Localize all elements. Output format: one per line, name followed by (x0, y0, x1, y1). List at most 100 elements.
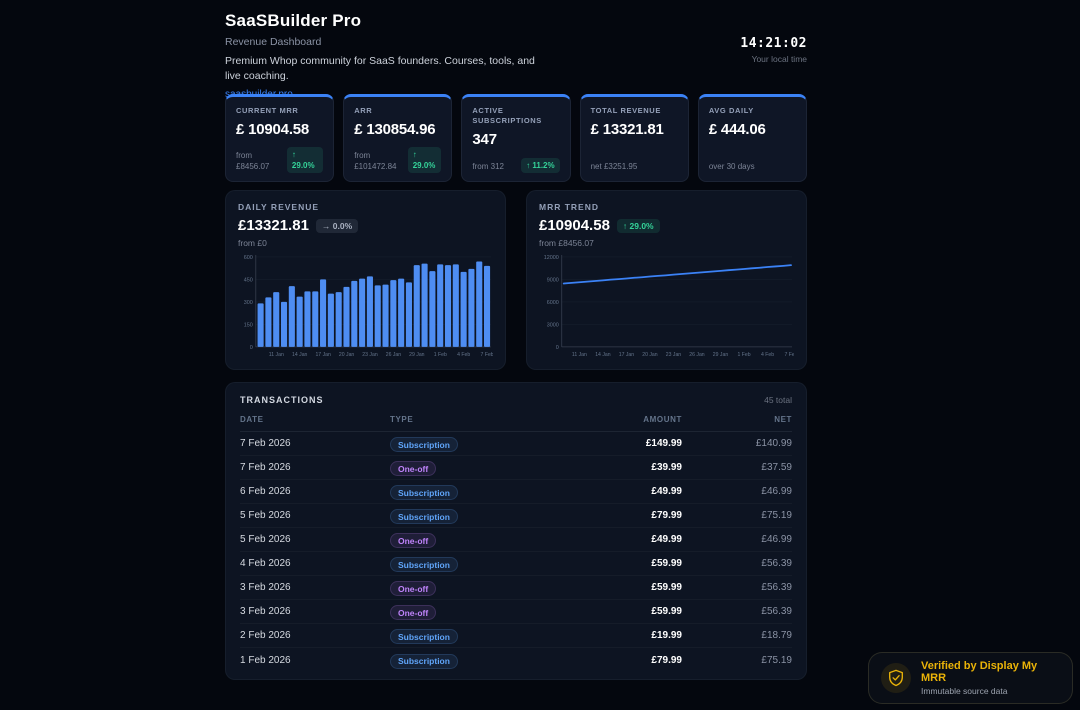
verified-badge[interactable]: Verified by Display My MRR Immutable sou… (868, 652, 1073, 704)
kpi-sub: from 312 (472, 162, 504, 172)
kpi-card-2: ACTIVE SUBSCRIPTIONS 347 from 312 ↑ 11.2… (461, 94, 571, 182)
verified-subtitle: Immutable source data (921, 686, 1008, 696)
daily-revenue-bar-chart: 0 150 300 450 600 11 Jan 14 Jan 17 Jan 20 Jan 23 … (238, 252, 493, 361)
svg-text:300: 300 (244, 300, 253, 306)
column-net: NET (774, 415, 792, 424)
cell-date: 2 Feb 2026 (240, 630, 291, 641)
clock-label: Your local time (751, 54, 807, 64)
type-badge: One-off (390, 581, 437, 596)
shield-check-icon (881, 663, 911, 693)
table-row: 7 Feb 2026 Subscription £149.99 £140.99 (240, 432, 792, 456)
kpi-label: ACTIVE SUBSCRIPTIONS (472, 106, 542, 126)
cell-date: 6 Feb 2026 (240, 486, 291, 497)
cell-amount: £49.99 (651, 486, 682, 497)
column-date: DATE (240, 415, 264, 424)
svg-text:1 Feb: 1 Feb (737, 352, 750, 358)
column-type: TYPE (390, 415, 414, 424)
page-description: Premium Whop community for SaaS founders… (225, 55, 535, 83)
svg-text:26 Jan: 26 Jan (386, 352, 402, 358)
kpi-change-badge: ↑ 29.0% (407, 146, 442, 173)
svg-text:4 Feb: 4 Feb (761, 352, 774, 358)
svg-text:14 Jan: 14 Jan (595, 352, 611, 358)
clock-time: 14:21:02 (740, 36, 807, 51)
cell-net: £18.79 (761, 630, 792, 641)
cell-amount: £39.99 (651, 462, 682, 473)
svg-text:4 Feb: 4 Feb (457, 352, 470, 358)
page-title: SaaSBuilder Pro (225, 11, 362, 30)
svg-text:20 Jan: 20 Jan (642, 352, 658, 358)
svg-text:3000: 3000 (547, 322, 559, 328)
svg-text:12000: 12000 (544, 255, 559, 261)
cell-net: £56.39 (761, 606, 792, 617)
local-clock: 14:21:02 Your local time (740, 36, 807, 64)
type-badge: Subscription (390, 437, 458, 452)
svg-text:450: 450 (244, 277, 253, 283)
cell-net: £37.59 (761, 462, 792, 473)
kpi-sub: from £101472.84 (354, 151, 397, 172)
svg-text:7 Feb: 7 Feb (481, 352, 493, 358)
kpi-value: £ 130854.96 (354, 121, 436, 139)
cell-amount: £59.99 (651, 582, 682, 593)
cell-amount: £59.99 (651, 558, 682, 569)
mrr-trend-change-badge: ↑ 29.0% (616, 218, 660, 233)
svg-text:0: 0 (250, 345, 253, 351)
kpi-label: AVG DAILY (708, 106, 754, 115)
transactions-panel: TRANSACTIONS 45 total DATE TYPE AMOUNT N… (225, 382, 807, 680)
kpi-value: £ 13321.81 (590, 121, 664, 139)
kpi-card-1: ARR £ 130854.96 from £101472.84 ↑ 29.0% (343, 94, 453, 182)
type-badge: Subscription (390, 629, 458, 644)
kpi-sub: net £3251.95 (590, 162, 638, 172)
table-row: 5 Feb 2026 One-off £49.99 £46.99 (240, 528, 792, 552)
cell-amount: £79.99 (651, 510, 682, 521)
cell-net: £75.19 (761, 510, 792, 521)
kpi-value: £ 10904.58 (236, 121, 310, 139)
cell-type: Subscription (390, 651, 562, 669)
svg-text:23 Jan: 23 Jan (666, 352, 682, 358)
cell-net: £56.39 (761, 582, 792, 593)
table-row: 6 Feb 2026 Subscription £49.99 £46.99 (240, 480, 792, 504)
type-badge: One-off (390, 461, 437, 476)
cell-type: One-off (390, 603, 562, 621)
table-row: 3 Feb 2026 One-off £59.99 £56.39 (240, 600, 792, 624)
cell-date: 4 Feb 2026 (240, 558, 291, 569)
svg-text:7 Feb: 7 Feb (784, 352, 794, 358)
type-badge: Subscription (390, 509, 458, 524)
type-badge: Subscription (390, 653, 458, 669)
table-row: 5 Feb 2026 Subscription £79.99 £75.19 (240, 504, 792, 528)
daily-revenue-panel: DAILY REVENUE £13321.81 → 0.0% from £0 0… (225, 190, 506, 370)
charts-row: DAILY REVENUE £13321.81 → 0.0% from £0 0… (225, 190, 807, 370)
cell-type: One-off (390, 579, 562, 597)
mrr-trend-line-chart: 0 3000 6000 9000 12000 11 Jan 14 Jan 17 Jan 20 J… (539, 252, 794, 361)
daily-revenue-value: £13321.81 (238, 217, 309, 234)
table-row: 1 Feb 2026 Subscription £79.99 £75.19 (240, 648, 792, 672)
cell-date: 7 Feb 2026 (240, 462, 291, 473)
page-subtitle: Revenue Dashboard (225, 36, 322, 48)
kpi-label: TOTAL REVENUE (590, 106, 661, 115)
kpi-value: £ 444.06 (708, 121, 766, 139)
table-row: 3 Feb 2026 One-off £59.99 £56.39 (240, 576, 792, 600)
transactions-body: 7 Feb 2026 Subscription £149.99 £140.99 … (240, 432, 792, 672)
type-badge: One-off (390, 605, 437, 620)
cell-net: £46.99 (761, 534, 792, 545)
cell-date: 3 Feb 2026 (240, 606, 291, 617)
svg-text:29 Jan: 29 Jan (713, 352, 729, 358)
svg-text:17 Jan: 17 Jan (619, 352, 635, 358)
transactions-total-count: 45 total (764, 395, 792, 405)
cell-net: £75.19 (761, 654, 792, 666)
cell-type: Subscription (390, 627, 562, 645)
svg-text:9000: 9000 (547, 277, 559, 283)
daily-revenue-sub: from £0 (238, 238, 267, 248)
cell-amount: £149.99 (645, 438, 682, 449)
mrr-trend-sub: from £8456.07 (539, 238, 594, 248)
transactions-column-headers: DATE TYPE AMOUNT NET (240, 415, 792, 432)
kpi-label: CURRENT MRR (236, 106, 299, 115)
table-row: 4 Feb 2026 Subscription £59.99 £56.39 (240, 552, 792, 576)
svg-text:29 Jan: 29 Jan (409, 352, 425, 358)
kpi-card-0: CURRENT MRR £ 10904.58 from £8456.07 ↑ 2… (225, 94, 335, 182)
svg-text:600: 600 (244, 255, 253, 261)
svg-text:0: 0 (556, 345, 559, 351)
type-badge: One-off (390, 533, 437, 548)
daily-revenue-label: DAILY REVENUE (238, 202, 320, 212)
cell-net: £46.99 (761, 486, 792, 497)
